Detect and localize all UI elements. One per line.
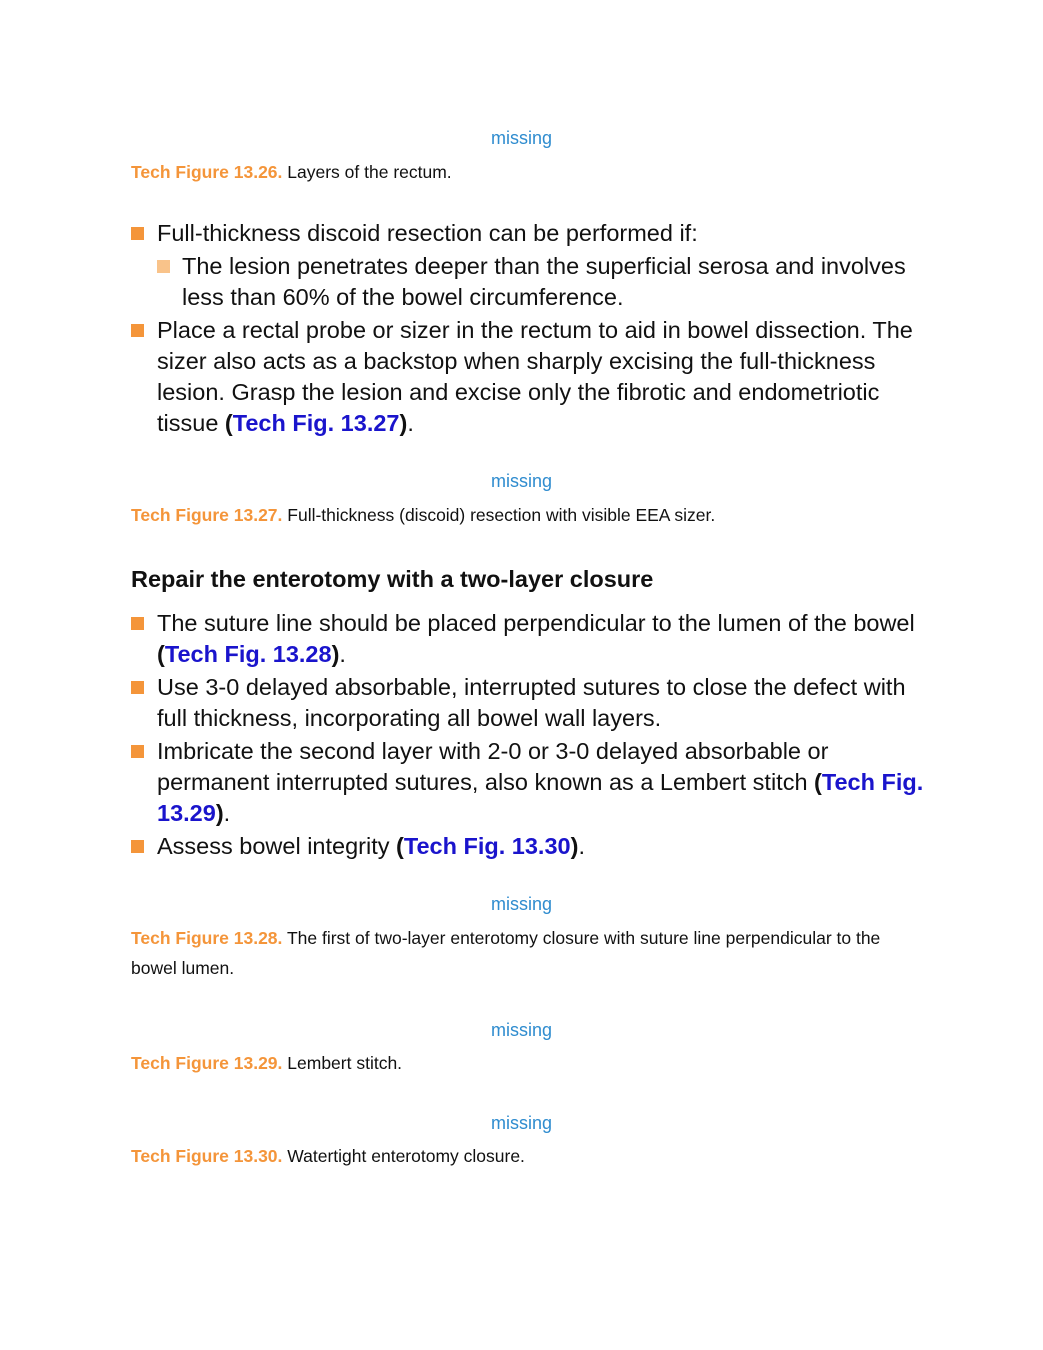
figure-caption-text: The first of two-layer enterotomy closur…: [131, 928, 881, 978]
list-item: Full-thickness discoid resection can be …: [131, 218, 931, 249]
figure-reference: (Tech Fig. 13.29): [157, 769, 923, 826]
period: .: [223, 800, 231, 826]
tech-fig-13-30-link[interactable]: Tech Fig. 13.30: [403, 833, 571, 859]
period: .: [407, 410, 414, 436]
square-bullet-icon: [131, 840, 144, 853]
ref-open-paren: (: [157, 641, 165, 667]
square-bullet-icon: [131, 745, 144, 758]
figure-reference: (Tech Fig. 13.28): [157, 641, 339, 667]
tech-fig-13-29-link[interactable]: Tech Fig. 13.29: [157, 769, 924, 826]
list-item: Assess bowel integrity (Tech Fig. 13.30)…: [131, 831, 931, 862]
figure-caption-13-28: Tech Figure 13.28. The first of two-laye…: [131, 923, 921, 983]
figure-label: Tech Figure 13.26.: [131, 162, 283, 182]
square-sub-bullet-icon: [157, 260, 170, 273]
figure-caption-13-27: Tech Figure 13.27. Full-thickness (disco…: [131, 500, 921, 530]
figure-caption-13-26: Tech Figure 13.26. Layers of the rectum.: [131, 157, 921, 187]
figure-label: Tech Figure 13.28.: [131, 928, 283, 948]
figure-reference: (Tech Fig. 13.30): [396, 833, 578, 859]
list-item-text: Imbricate the second layer with 2-0 or 3…: [157, 738, 829, 795]
figure-caption-13-30: Tech Figure 13.30. Watertight enterotomy…: [131, 1141, 921, 1171]
square-bullet-icon: [131, 681, 144, 694]
square-bullet-icon: [131, 227, 144, 240]
figure-caption-text: Lembert stitch.: [287, 1053, 403, 1073]
list-item-text: Use 3-0 delayed absorbable, interrupted …: [157, 674, 906, 731]
figure-placeholder-13-27: missing: [490, 471, 552, 491]
list-item-text: Assess bowel integrity: [157, 833, 397, 859]
list-item-text: The suture line should be placed perpend…: [157, 610, 915, 636]
list-item: Imbricate the second layer with 2-0 or 3…: [131, 736, 931, 829]
tech-fig-13-27-link[interactable]: Tech Fig. 13.27: [232, 410, 400, 436]
square-bullet-icon: [131, 324, 144, 337]
ref-close-paren: ): [331, 641, 340, 667]
figure-caption-text: Watertight enterotomy closure.: [287, 1146, 525, 1166]
ref-open-paren: (: [224, 410, 233, 436]
ref-open-paren: (: [396, 833, 404, 859]
figure-reference: (Tech Fig. 13.27): [225, 410, 407, 436]
ref-close-paren: ): [399, 410, 408, 436]
list-item: Use 3-0 delayed absorbable, interrupted …: [131, 672, 931, 734]
figure-placeholder-13-30: missing: [490, 1113, 552, 1133]
period: .: [339, 641, 346, 667]
figure-label: Tech Figure 13.29.: [131, 1053, 283, 1073]
list-item-text: Full-thickness discoid resection can be …: [157, 220, 698, 246]
list-subitem-text: The lesion penetrates deeper than the su…: [182, 253, 906, 310]
section-heading: Repair the enterotomy with a two-layer c…: [131, 566, 654, 592]
list-subitem: The lesion penetrates deeper than the su…: [131, 251, 931, 313]
list-item: The suture line should be placed perpend…: [131, 608, 931, 670]
figure-placeholder-13-28: missing: [490, 894, 552, 914]
figure-caption-text: Layers of the rectum.: [287, 162, 452, 182]
ref-open-paren: (: [814, 769, 822, 795]
bullet-list-discoid: Full-thickness discoid resection can be …: [131, 218, 931, 441]
ref-close-paren: ): [570, 833, 579, 859]
period: .: [578, 833, 585, 859]
figure-placeholder-13-29: missing: [490, 1020, 552, 1040]
figure-label: Tech Figure 13.30.: [131, 1146, 283, 1166]
list-item: Place a rectal probe or sizer in the rec…: [131, 315, 931, 439]
list-item-text: Place a rectal probe or sizer in the rec…: [157, 317, 913, 436]
tech-fig-13-28-link[interactable]: Tech Fig. 13.28: [164, 641, 332, 667]
figure-caption-text: Full-thickness (discoid) resection with …: [287, 505, 716, 525]
figure-label: Tech Figure 13.27.: [131, 505, 283, 525]
figure-placeholder-13-26: missing: [490, 128, 552, 148]
figure-caption-13-29: Tech Figure 13.29. Lembert stitch.: [131, 1048, 921, 1078]
bullet-list-closure: The suture line should be placed perpend…: [131, 608, 931, 864]
ref-close-paren: ): [215, 800, 224, 826]
square-bullet-icon: [131, 617, 144, 630]
